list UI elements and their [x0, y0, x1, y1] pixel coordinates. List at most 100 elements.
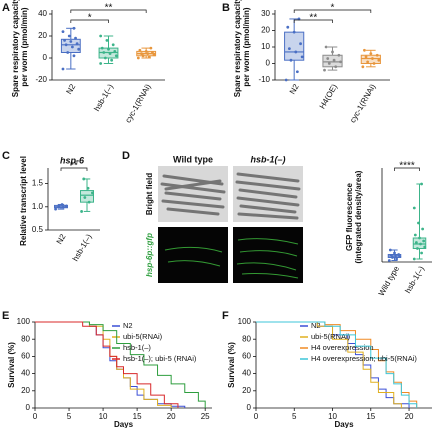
data-point — [99, 62, 103, 65]
y-tick-label: 100 — [238, 317, 252, 326]
data-point — [334, 65, 338, 69]
data-point — [136, 56, 140, 60]
y-axis-label: Survival (%) — [227, 342, 236, 388]
x-tick-label: 20 — [167, 412, 176, 421]
significance-bracket — [293, 19, 333, 23]
x-tick-label: 15 — [366, 412, 375, 421]
data-point — [369, 52, 373, 55]
data-point — [146, 52, 150, 55]
data-point — [419, 242, 422, 246]
data-point — [372, 62, 376, 65]
data-point — [103, 56, 107, 60]
x-tick-label: Wild type — [377, 264, 402, 297]
y-tick-label: 60 — [242, 352, 251, 361]
data-point — [413, 233, 417, 237]
data-point — [61, 30, 65, 33]
data-point — [389, 254, 393, 257]
y-tick-label: -20 — [35, 75, 47, 84]
x-axis-label: Days — [114, 420, 134, 428]
legend-label: N2 — [311, 321, 321, 330]
x-tick-label: N2 — [288, 82, 301, 96]
x-tick-label: 20 — [405, 412, 414, 421]
data-point — [86, 186, 90, 190]
box — [322, 54, 343, 68]
data-point — [140, 52, 143, 55]
survival-curve — [35, 321, 206, 408]
data-point — [326, 57, 330, 60]
legend-label: ubi-5(RNAi) — [311, 332, 351, 341]
y-axis-label: Spare respiratory capacity — [233, 0, 242, 97]
data-point — [100, 46, 104, 50]
y-tick-label: 0 — [247, 403, 252, 412]
y-tick-label: 40 — [21, 369, 30, 378]
data-point — [363, 48, 366, 52]
legend-label: H4 overexpression; ubi-5(RNAi) — [311, 354, 417, 363]
y-tick-label: 30 — [261, 9, 270, 18]
data-point — [141, 54, 145, 58]
data-point — [91, 191, 94, 195]
x-axis-label: Days — [334, 420, 354, 428]
data-point — [144, 50, 148, 53]
data-point — [71, 45, 74, 49]
data-point — [397, 253, 401, 256]
data-point — [65, 204, 68, 208]
x-tick-label: cyc-1(RNAi) — [123, 82, 153, 124]
box — [360, 54, 381, 64]
data-point — [83, 196, 87, 199]
box — [80, 190, 94, 203]
data-point — [87, 200, 91, 204]
legend-label: H4 overexpression — [311, 343, 374, 352]
y-axis-label: (integrated density/area) — [354, 170, 363, 263]
data-point — [300, 55, 304, 59]
data-point — [54, 207, 57, 211]
data-point — [323, 68, 326, 72]
data-point — [417, 221, 420, 225]
x-tick-label: 10 — [328, 412, 337, 421]
image-row-label: Bright field — [145, 173, 154, 215]
y-tick-label: 1.0 — [32, 202, 44, 211]
data-point — [57, 205, 61, 209]
data-point — [364, 55, 368, 59]
data-point — [74, 36, 77, 40]
data-point — [61, 67, 65, 71]
data-point — [324, 45, 328, 49]
panel-label: F — [222, 310, 229, 322]
data-point — [113, 50, 117, 53]
data-point — [292, 30, 296, 34]
data-point — [421, 227, 425, 231]
box — [284, 31, 305, 61]
data-point — [422, 239, 426, 243]
data-point — [366, 60, 370, 64]
x-tick-label: 0 — [254, 412, 259, 421]
image-title: Wild type — [173, 154, 213, 164]
data-point — [420, 182, 423, 186]
y-tick-label: 80 — [242, 334, 251, 343]
y-tick-label: 20 — [261, 26, 270, 35]
data-point — [69, 40, 73, 43]
x-tick-label: 5 — [292, 412, 297, 421]
data-point — [64, 43, 68, 47]
data-point — [152, 53, 156, 57]
panel-label: C — [2, 150, 10, 162]
y-tick-label: -10 — [258, 75, 270, 84]
data-point — [151, 51, 154, 54]
significance-label: ** — [105, 3, 113, 14]
significance-bracket — [394, 167, 420, 171]
data-point — [66, 51, 70, 54]
data-point — [77, 47, 81, 51]
y-tick-label: 0.5 — [32, 225, 44, 234]
data-point — [114, 54, 118, 58]
data-point — [337, 53, 341, 57]
data-point — [110, 58, 114, 62]
y-axis-label: per worm (pmol/min) — [20, 7, 29, 86]
data-point — [388, 248, 392, 252]
data-point — [414, 241, 418, 244]
data-point — [412, 206, 416, 210]
panel-label: E — [2, 310, 9, 322]
image-row-label: hsp-6p::gfp — [145, 233, 154, 277]
legend-label: hsb-1(–) — [123, 343, 151, 352]
data-point — [75, 42, 79, 46]
data-point — [416, 247, 419, 250]
x-tick-label: hsb-1(–) — [92, 82, 115, 113]
